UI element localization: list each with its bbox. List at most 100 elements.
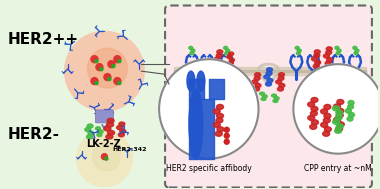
FancyBboxPatch shape xyxy=(95,110,113,123)
FancyBboxPatch shape xyxy=(165,5,372,187)
Ellipse shape xyxy=(213,122,220,127)
Ellipse shape xyxy=(120,129,126,133)
Circle shape xyxy=(112,65,115,68)
Ellipse shape xyxy=(278,76,284,80)
Ellipse shape xyxy=(217,113,223,118)
Ellipse shape xyxy=(321,122,328,127)
Ellipse shape xyxy=(87,124,93,128)
Ellipse shape xyxy=(262,95,267,98)
Circle shape xyxy=(118,60,121,63)
Ellipse shape xyxy=(272,94,277,97)
Ellipse shape xyxy=(336,110,343,115)
Ellipse shape xyxy=(230,58,234,62)
Ellipse shape xyxy=(98,130,103,133)
Circle shape xyxy=(91,56,98,63)
Ellipse shape xyxy=(264,75,270,79)
Ellipse shape xyxy=(107,119,114,123)
Ellipse shape xyxy=(266,71,272,75)
Ellipse shape xyxy=(87,135,92,139)
Ellipse shape xyxy=(337,49,341,52)
Ellipse shape xyxy=(295,46,299,49)
Ellipse shape xyxy=(332,119,340,124)
Ellipse shape xyxy=(311,106,318,111)
Ellipse shape xyxy=(266,68,272,72)
Ellipse shape xyxy=(189,89,203,159)
Ellipse shape xyxy=(225,52,229,55)
Ellipse shape xyxy=(279,73,285,77)
Ellipse shape xyxy=(327,58,332,62)
Ellipse shape xyxy=(253,87,260,91)
Ellipse shape xyxy=(216,118,223,123)
Ellipse shape xyxy=(334,104,340,109)
Ellipse shape xyxy=(108,130,114,135)
Circle shape xyxy=(91,78,98,84)
Ellipse shape xyxy=(335,115,342,120)
Circle shape xyxy=(95,82,98,84)
Ellipse shape xyxy=(348,113,355,117)
Ellipse shape xyxy=(255,73,261,77)
Ellipse shape xyxy=(353,46,357,49)
Ellipse shape xyxy=(216,53,222,57)
Ellipse shape xyxy=(95,127,100,130)
Ellipse shape xyxy=(276,80,282,84)
Ellipse shape xyxy=(187,71,195,91)
Ellipse shape xyxy=(313,64,319,68)
Ellipse shape xyxy=(308,102,315,107)
Ellipse shape xyxy=(191,49,195,52)
Ellipse shape xyxy=(336,124,343,129)
Circle shape xyxy=(100,68,103,71)
Ellipse shape xyxy=(324,105,331,109)
Ellipse shape xyxy=(323,54,329,58)
Ellipse shape xyxy=(310,124,317,129)
Ellipse shape xyxy=(255,84,261,88)
Ellipse shape xyxy=(88,131,94,135)
Ellipse shape xyxy=(85,128,91,132)
Circle shape xyxy=(108,78,111,81)
Ellipse shape xyxy=(223,46,228,49)
Ellipse shape xyxy=(312,57,318,61)
Ellipse shape xyxy=(217,127,224,132)
Ellipse shape xyxy=(189,46,193,49)
Ellipse shape xyxy=(326,50,332,54)
Ellipse shape xyxy=(354,52,358,55)
Ellipse shape xyxy=(347,117,353,121)
Ellipse shape xyxy=(314,53,320,57)
Circle shape xyxy=(101,154,108,160)
Ellipse shape xyxy=(216,64,222,68)
Ellipse shape xyxy=(118,133,124,137)
Ellipse shape xyxy=(325,127,331,132)
Ellipse shape xyxy=(337,108,344,113)
Ellipse shape xyxy=(97,133,102,136)
Ellipse shape xyxy=(279,84,285,88)
Ellipse shape xyxy=(274,97,279,100)
Ellipse shape xyxy=(321,109,328,114)
Text: HER2-: HER2- xyxy=(8,127,60,142)
Circle shape xyxy=(87,48,127,88)
Text: HER2 specific affibody: HER2 specific affibody xyxy=(166,163,252,173)
Circle shape xyxy=(224,139,229,144)
Ellipse shape xyxy=(332,106,339,111)
Ellipse shape xyxy=(267,78,273,82)
Circle shape xyxy=(114,56,121,63)
Ellipse shape xyxy=(215,131,222,136)
Circle shape xyxy=(159,59,258,159)
Ellipse shape xyxy=(335,46,339,49)
Circle shape xyxy=(224,133,229,138)
Ellipse shape xyxy=(348,101,354,105)
Ellipse shape xyxy=(297,49,301,52)
Ellipse shape xyxy=(337,122,344,127)
Ellipse shape xyxy=(266,82,271,86)
Ellipse shape xyxy=(117,126,123,130)
Ellipse shape xyxy=(226,49,230,52)
Circle shape xyxy=(114,78,121,84)
Ellipse shape xyxy=(337,99,344,105)
Circle shape xyxy=(118,82,121,84)
Ellipse shape xyxy=(315,61,321,65)
Text: HER2:342: HER2:342 xyxy=(112,147,147,152)
Ellipse shape xyxy=(355,49,359,52)
Ellipse shape xyxy=(273,99,278,102)
Ellipse shape xyxy=(336,52,340,55)
Ellipse shape xyxy=(217,50,223,54)
Ellipse shape xyxy=(335,128,342,133)
Ellipse shape xyxy=(213,109,220,114)
